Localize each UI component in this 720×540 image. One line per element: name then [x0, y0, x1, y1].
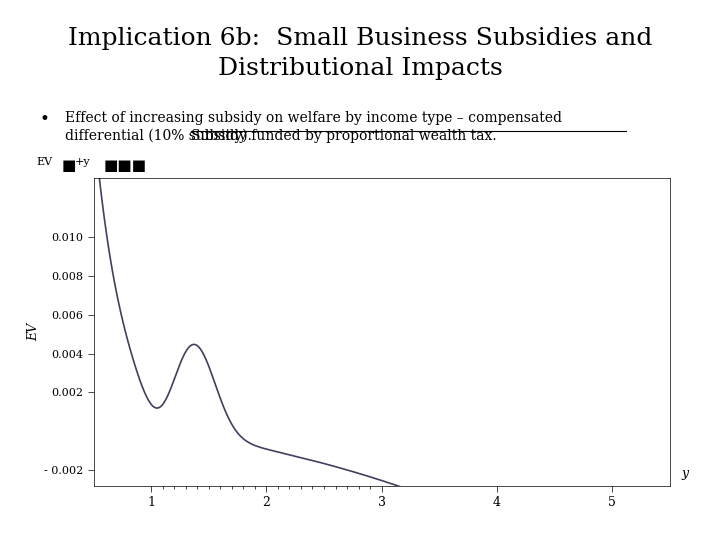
Text: Implication 6b:  Small Business Subsidies and: Implication 6b: Small Business Subsidies…	[68, 27, 652, 50]
Y-axis label: EV: EV	[27, 323, 40, 341]
Text: Distributional Impacts: Distributional Impacts	[217, 57, 503, 80]
Text: differential (10% subsidy).: differential (10% subsidy).	[65, 129, 265, 143]
Text: Effect of increasing subsidy on welfare by income type – compensated: Effect of increasing subsidy on welfare …	[65, 111, 562, 125]
Text: ■: ■	[62, 158, 76, 173]
Text: •: •	[40, 111, 50, 127]
Text: EV: EV	[36, 157, 52, 167]
Text: y: y	[681, 467, 688, 480]
Text: Subsidy funded by proportional wealth tax.: Subsidy funded by proportional wealth ta…	[191, 129, 496, 143]
Text: ■■■: ■■■	[104, 158, 147, 173]
Text: +y: +y	[75, 157, 91, 167]
